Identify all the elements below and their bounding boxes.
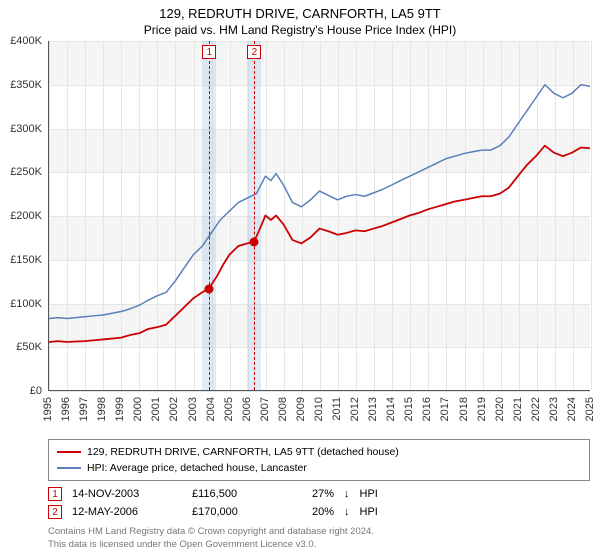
x-tick-label: 2015: [403, 397, 415, 421]
y-axis-labels: £0£50K£100K£150K£200K£250K£300K£350K£400…: [0, 41, 44, 391]
x-tick-label: 2006: [241, 397, 253, 421]
down-arrow-icon: ↓: [344, 488, 350, 500]
x-tick-label: 2019: [476, 397, 488, 421]
x-tick-label: 2002: [168, 397, 180, 421]
chart-container: 129, REDRUTH DRIVE, CARNFORTH, LA5 9TT P…: [0, 0, 600, 560]
x-tick-label: 2011: [331, 397, 343, 421]
y-tick-label: £400K: [10, 35, 42, 47]
line-svg: [49, 41, 590, 390]
x-tick-label: 2016: [421, 397, 433, 421]
sale-row: 2 12-MAY-2006 £170,000 20% ↓ HPI: [48, 505, 590, 519]
footer-line: This data is licensed under the Open Gov…: [48, 538, 590, 551]
x-tick-label: 1999: [114, 397, 126, 421]
sale-date: 14-NOV-2003: [72, 488, 182, 500]
x-tick-label: 2020: [494, 397, 506, 421]
x-tick-label: 2005: [223, 397, 235, 421]
x-tick-label: 2007: [259, 397, 271, 421]
x-tick-label: 2012: [349, 397, 361, 421]
series-line-property: [49, 146, 590, 342]
legend-label: 129, REDRUTH DRIVE, CARNFORTH, LA5 9TT (…: [87, 444, 399, 460]
sale-vs: HPI: [360, 488, 378, 500]
sale-pct: 27%: [312, 488, 334, 500]
sale-vs: HPI: [360, 506, 378, 518]
sale-marker-icon: 1: [202, 45, 216, 59]
y-tick-label: £250K: [10, 166, 42, 178]
sale-point-dot: [205, 285, 214, 294]
sale-marker-icon: 1: [48, 487, 62, 501]
y-tick-label: £150K: [10, 254, 42, 266]
x-tick-label: 1997: [78, 397, 90, 421]
y-tick-label: £100K: [10, 298, 42, 310]
x-tick-label: 2014: [385, 397, 397, 421]
x-tick-label: 2023: [548, 397, 560, 421]
y-tick-label: £300K: [10, 123, 42, 135]
x-axis-labels: 1995199619971998199920002001200220032004…: [48, 393, 590, 433]
x-tick-label: 2000: [132, 397, 144, 421]
x-tick-label: 2010: [313, 397, 325, 421]
legend-row-hpi: HPI: Average price, detached house, Lanc…: [57, 460, 581, 476]
x-tick-label: 2009: [295, 397, 307, 421]
x-tick-label: 1998: [96, 397, 108, 421]
sale-marker-icon: 2: [48, 505, 62, 519]
x-tick-label: 2018: [458, 397, 470, 421]
x-tick-label: 2003: [187, 397, 199, 421]
chart-area: £0£50K£100K£150K£200K£250K£300K£350K£400…: [0, 41, 600, 433]
legend-label: HPI: Average price, detached house, Lanc…: [87, 460, 307, 476]
sale-price: £116,500: [192, 488, 302, 500]
x-tick-label: 2025: [584, 397, 596, 421]
x-tick-label: 2017: [439, 397, 451, 421]
sales-table: 1 14-NOV-2003 £116,500 27% ↓ HPI 2 12-MA…: [48, 487, 590, 519]
y-tick-label: £350K: [10, 79, 42, 91]
sale-marker-icon: 2: [247, 45, 261, 59]
down-arrow-icon: ↓: [344, 506, 350, 518]
x-tick-label: 2021: [512, 397, 524, 421]
x-tick-label: 2001: [150, 397, 162, 421]
x-tick-label: 2024: [566, 397, 578, 421]
sale-price: £170,000: [192, 506, 302, 518]
x-tick-label: 1996: [60, 397, 72, 421]
y-tick-label: £0: [30, 385, 42, 397]
footer: Contains HM Land Registry data © Crown c…: [48, 525, 590, 551]
sale-pct: 20%: [312, 506, 334, 518]
x-tick-label: 2004: [205, 397, 217, 421]
x-tick-label: 1995: [42, 397, 54, 421]
chart-title: 129, REDRUTH DRIVE, CARNFORTH, LA5 9TT: [0, 0, 600, 21]
chart-subtitle: Price paid vs. HM Land Registry's House …: [0, 23, 600, 37]
sale-date: 12-MAY-2006: [72, 506, 182, 518]
x-tick-label: 2008: [277, 397, 289, 421]
legend-row-property: 129, REDRUTH DRIVE, CARNFORTH, LA5 9TT (…: [57, 444, 581, 460]
plot-area: 12: [48, 41, 590, 391]
x-tick-label: 2013: [367, 397, 379, 421]
sale-point-dot: [250, 238, 259, 247]
legend: 129, REDRUTH DRIVE, CARNFORTH, LA5 9TT (…: [48, 439, 590, 481]
series-line-hpi: [49, 85, 590, 319]
y-tick-label: £50K: [16, 341, 42, 353]
legend-swatch: [57, 467, 81, 469]
legend-swatch: [57, 451, 81, 453]
sale-row: 1 14-NOV-2003 £116,500 27% ↓ HPI: [48, 487, 590, 501]
x-tick-label: 2022: [530, 397, 542, 421]
footer-line: Contains HM Land Registry data © Crown c…: [48, 525, 590, 538]
y-tick-label: £200K: [10, 210, 42, 222]
